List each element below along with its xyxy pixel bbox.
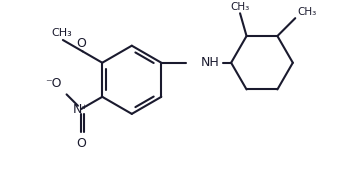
- Text: O: O: [76, 137, 86, 150]
- Text: O: O: [76, 37, 86, 50]
- Text: CH₃: CH₃: [297, 7, 316, 17]
- Text: ⁻O: ⁻O: [45, 77, 62, 90]
- Text: CH₃: CH₃: [230, 2, 250, 12]
- Text: CH₃: CH₃: [51, 28, 72, 38]
- Text: N⁺: N⁺: [73, 102, 89, 116]
- Text: NH: NH: [200, 56, 219, 69]
